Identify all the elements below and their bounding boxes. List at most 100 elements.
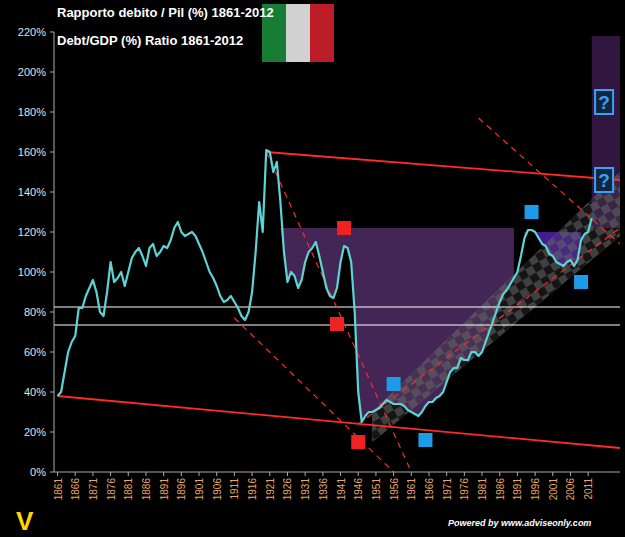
question-box (595, 90, 613, 114)
x-tick-label: 1986 (495, 478, 506, 501)
y-tick-label: 40% (24, 386, 46, 398)
series-line (58, 150, 592, 422)
trend-line (266, 152, 411, 472)
x-tick (428, 472, 429, 476)
x-tick (110, 472, 111, 476)
y-tick (50, 232, 54, 233)
y-tick-label: 200% (18, 66, 46, 78)
title: Rapporto debito / Pil (%) 1861-2012 (57, 5, 274, 20)
y-tick-label: 100% (18, 266, 46, 278)
x-tick (499, 472, 500, 476)
question-label: ? (598, 170, 610, 191)
y-tick-label: 220% (18, 26, 46, 38)
x-tick (128, 472, 129, 476)
chart: Rapporto debito / Pil (%) 1861-2012 Debt/… (0, 0, 625, 537)
x-tick (145, 472, 146, 476)
x-tick (482, 472, 483, 476)
marker (525, 205, 539, 219)
x-tick (411, 472, 412, 476)
x-tick (305, 472, 306, 476)
x-tick-label: 1866 (70, 478, 81, 501)
footer: Powered by www.adviseonly.com (448, 518, 591, 528)
x-tick-label: 1891 (159, 478, 170, 501)
x-tick (163, 472, 164, 476)
x-tick-label: 1971 (442, 478, 453, 501)
x-tick (588, 472, 589, 476)
x-tick-label: 2001 (548, 478, 559, 501)
y-tick-label: 20% (24, 426, 46, 438)
x-tick (535, 472, 536, 476)
marker (574, 275, 588, 289)
y-tick (50, 152, 54, 153)
x-tick (358, 472, 359, 476)
x-tick (216, 472, 217, 476)
x-tick (464, 472, 465, 476)
x-tick-label: 1966 (424, 478, 435, 501)
x-tick (393, 472, 394, 476)
x-tick-label: 1981 (477, 478, 488, 501)
x-tick-label: 1871 (88, 478, 99, 501)
y-tick (50, 112, 54, 113)
x-tick-label: 2006 (565, 478, 576, 501)
trend-line (58, 396, 620, 448)
x-tick (199, 472, 200, 476)
marker (337, 221, 351, 235)
subtitle: Debt/GDP (%) Ratio 1861-2012 (57, 33, 243, 48)
x-tick-label: 2011 (583, 478, 594, 500)
x-tick-label: 1991 (512, 478, 523, 501)
flag-white (286, 4, 310, 62)
x-tick-label: 1996 (530, 478, 541, 501)
x-tick (570, 472, 571, 476)
x-tick-label: 1961 (406, 478, 417, 501)
x-tick-label: 1906 (212, 478, 223, 501)
x-tick-label: 1916 (247, 478, 258, 501)
y-tick (50, 352, 54, 353)
trend-line (358, 228, 620, 424)
x-tick-label: 1956 (389, 478, 400, 501)
x-tick-label: 1881 (123, 478, 134, 501)
y-axis (54, 32, 55, 472)
x-tick (322, 472, 323, 476)
x-tick-label: 1946 (353, 478, 364, 501)
marker (351, 435, 365, 449)
question-box (595, 168, 613, 192)
x-tick (269, 472, 270, 476)
y-tick-label: 180% (18, 106, 46, 118)
x-tick-label: 1896 (176, 478, 187, 501)
x-tick (234, 472, 235, 476)
y-tick (50, 32, 54, 33)
x-tick (92, 472, 93, 476)
y-tick (50, 272, 54, 273)
trend-line (479, 118, 621, 244)
x-tick (517, 472, 518, 476)
marker (387, 377, 401, 391)
y-tick (50, 72, 54, 73)
y-tick-label: 120% (18, 226, 46, 238)
x-tick-label: 1941 (336, 478, 347, 501)
x-tick-label: 1876 (106, 478, 117, 501)
marker (330, 317, 344, 331)
y-tick (50, 432, 54, 433)
x-tick-label: 1861 (53, 478, 64, 501)
y-tick (50, 392, 54, 393)
x-tick (446, 472, 447, 476)
x-tick-label: 1911 (229, 478, 240, 500)
y-tick-label: 0% (30, 466, 46, 478)
x-tick-label: 1976 (459, 478, 470, 501)
x-tick (375, 472, 376, 476)
x-tick-label: 1936 (318, 478, 329, 501)
x-tick-label: 1951 (371, 478, 382, 501)
brand: V (16, 506, 34, 536)
y-tick-label: 80% (24, 306, 46, 318)
trend-line (234, 318, 393, 472)
y-tick-label: 140% (18, 186, 46, 198)
x-tick-label: 1926 (282, 478, 293, 501)
x-tick-label: 1901 (194, 478, 205, 501)
x-tick (552, 472, 553, 476)
x-tick (181, 472, 182, 476)
y-tick (50, 312, 54, 313)
x-tick (57, 472, 58, 476)
y-tick-label: 60% (24, 346, 46, 358)
x-tick (287, 472, 288, 476)
question-label: ? (598, 92, 610, 113)
